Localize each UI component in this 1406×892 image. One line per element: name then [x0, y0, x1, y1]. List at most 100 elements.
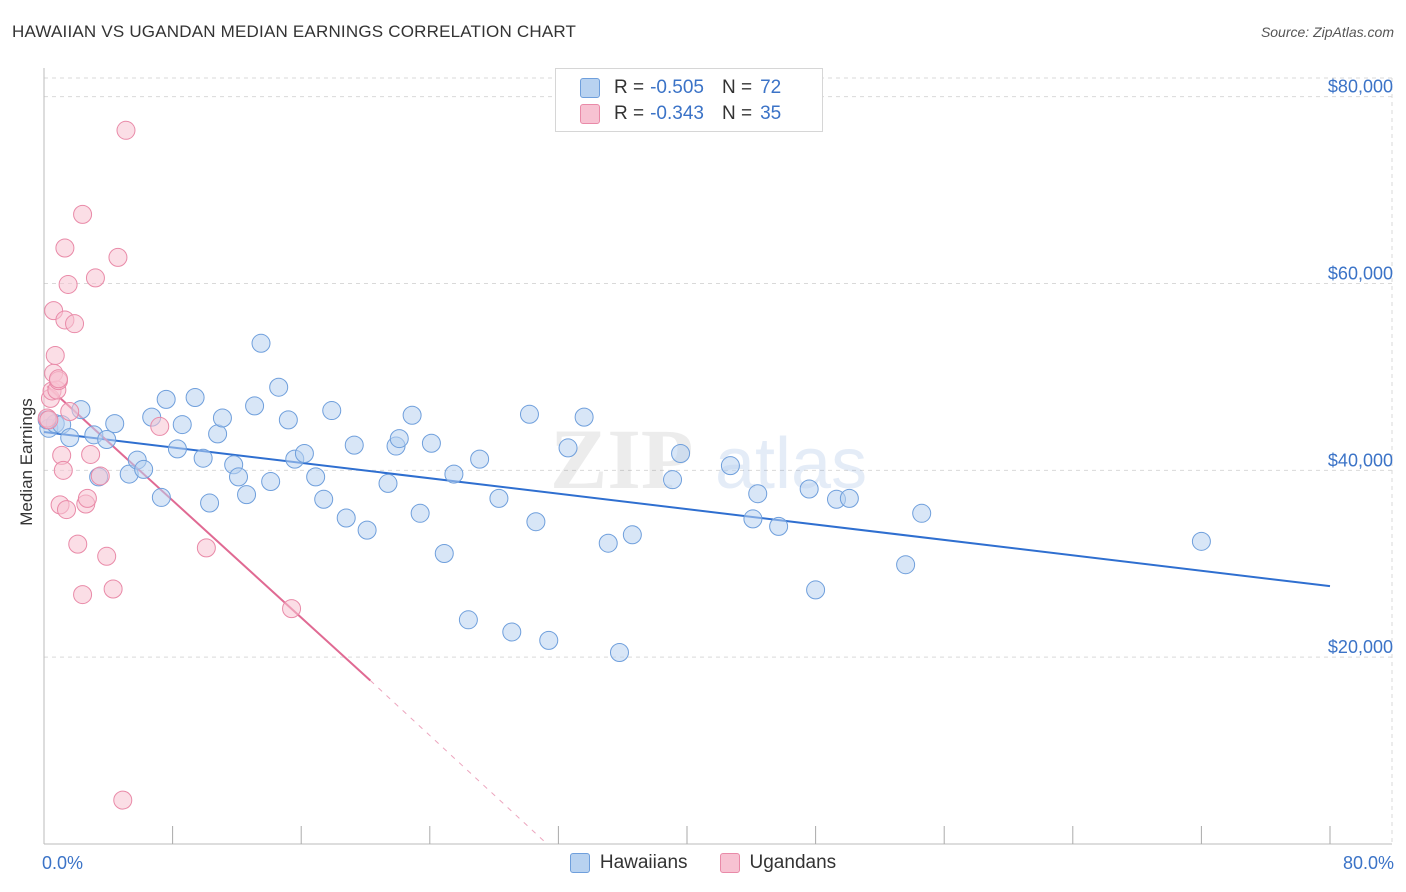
series-legend: Hawaiians Ugandans	[0, 852, 1406, 874]
point-hawaiians	[105, 414, 125, 434]
point-hawaiians	[208, 424, 228, 444]
point-hawaiians	[402, 405, 422, 425]
chart-title: HAWAIIAN VS UGANDAN MEDIAN EARNINGS CORR…	[12, 22, 577, 41]
point-hawaiians	[609, 643, 629, 662]
y-tick-label: $80,000	[1328, 77, 1393, 97]
point-hawaiians	[245, 396, 265, 416]
point-hawaiians	[806, 580, 826, 600]
series-legend-ugandans[interactable]: Ugandans	[719, 852, 836, 874]
series-legend-hawaiians[interactable]: Hawaiians	[569, 852, 688, 874]
watermark-zip: ZIP	[550, 411, 693, 507]
legend-n-label: N =	[721, 103, 753, 124]
legend-row-hawaiians: R = -0.505 N = 72	[580, 76, 781, 100]
point-hawaiians	[172, 415, 192, 435]
point-hawaiians	[912, 503, 932, 523]
point-hawaiians	[502, 622, 522, 642]
point-hawaiians	[322, 401, 342, 421]
point-hawaiians	[663, 470, 683, 490]
point-ugandans	[45, 345, 65, 365]
legend-r-value-ugandans: -0.343	[650, 103, 704, 124]
point-hawaiians	[389, 429, 409, 449]
point-ugandans	[90, 466, 110, 486]
point-ugandans	[77, 488, 97, 508]
point-hawaiians	[526, 512, 546, 532]
point-hawaiians	[378, 473, 398, 493]
point-hawaiians	[151, 487, 171, 507]
y-tick-label: $60,000	[1328, 264, 1393, 284]
point-hawaiians	[421, 433, 441, 453]
legend-swatch-ugandans	[580, 104, 600, 124]
correlation-legend: R = -0.505 N = 72 R = -0.343 N = 35	[555, 68, 823, 132]
point-ugandans	[97, 546, 117, 566]
y-tick-label: $20,000	[1328, 637, 1393, 657]
legend-r-value-hawaiians: -0.505	[650, 77, 704, 98]
source-credit: Source: ZipAtlas.com	[1260, 24, 1394, 40]
point-hawaiians	[294, 444, 314, 464]
point-hawaiians	[574, 407, 594, 427]
point-ugandans	[55, 238, 75, 258]
point-ugandans	[58, 274, 78, 294]
point-ugandans	[60, 401, 80, 421]
legend-swatch-hawaiians	[580, 78, 600, 98]
point-ugandans	[73, 204, 93, 224]
watermark-atlas: atlas	[715, 424, 867, 504]
point-ugandans	[116, 120, 136, 140]
point-hawaiians	[357, 520, 377, 540]
point-ugandans	[81, 444, 101, 464]
point-ugandans	[57, 500, 77, 520]
point-hawaiians	[314, 489, 334, 509]
point-hawaiians	[306, 467, 326, 487]
point-ugandans	[113, 790, 133, 810]
point-hawaiians	[278, 410, 298, 430]
point-hawaiians	[458, 610, 478, 630]
point-ugandans	[53, 460, 73, 480]
point-hawaiians	[156, 389, 176, 409]
watermark: ZIP atlas	[550, 411, 867, 507]
point-ugandans	[73, 585, 93, 605]
point-hawaiians	[558, 438, 578, 458]
point-hawaiians	[185, 387, 205, 407]
point-hawaiians	[743, 509, 763, 529]
point-hawaiians	[748, 484, 768, 504]
point-ugandans	[39, 410, 59, 430]
point-hawaiians	[251, 333, 271, 353]
point-hawaiians	[269, 377, 289, 397]
point-hawaiians	[896, 555, 916, 575]
axis-layer: $20,000 $40,000 $60,000 $80,000	[43, 68, 1393, 845]
point-hawaiians	[336, 508, 356, 528]
legend-n-value-hawaiians: 72	[760, 77, 782, 98]
point-ugandans	[196, 538, 216, 558]
point-hawaiians	[519, 404, 539, 424]
point-hawaiians	[237, 485, 257, 505]
point-hawaiians	[539, 630, 559, 650]
point-hawaiians	[769, 516, 789, 536]
point-hawaiians	[410, 503, 430, 523]
legend-n-label: N =	[721, 77, 753, 98]
point-hawaiians	[622, 525, 642, 545]
x-tick-label-max: 80.0%	[1342, 853, 1394, 873]
point-hawaiians	[671, 444, 691, 464]
point-hawaiians	[839, 488, 859, 508]
point-hawaiians	[434, 543, 454, 563]
point-hawaiians	[200, 493, 220, 513]
point-hawaiians	[261, 472, 281, 492]
point-ugandans	[48, 369, 68, 389]
point-ugandans	[108, 247, 128, 267]
point-ugandans	[282, 599, 302, 619]
y-tick-label: $40,000	[1328, 450, 1393, 470]
point-hawaiians	[167, 439, 187, 459]
point-ugandans	[68, 534, 88, 554]
point-ugandans	[103, 579, 123, 599]
point-hawaiians	[799, 479, 819, 499]
legend-row-ugandans: R = -0.343 N = 35	[580, 102, 781, 126]
point-hawaiians	[212, 408, 232, 428]
point-ugandans	[85, 268, 105, 288]
point-hawaiians	[444, 464, 464, 484]
trend-line-ugandans-extrapolated	[369, 680, 548, 845]
series-swatch-hawaiians	[569, 853, 590, 873]
series-label-hawaiians: Hawaiians	[599, 852, 688, 873]
point-hawaiians	[598, 533, 618, 553]
point-hawaiians	[60, 428, 80, 448]
point-hawaiians	[720, 456, 740, 476]
